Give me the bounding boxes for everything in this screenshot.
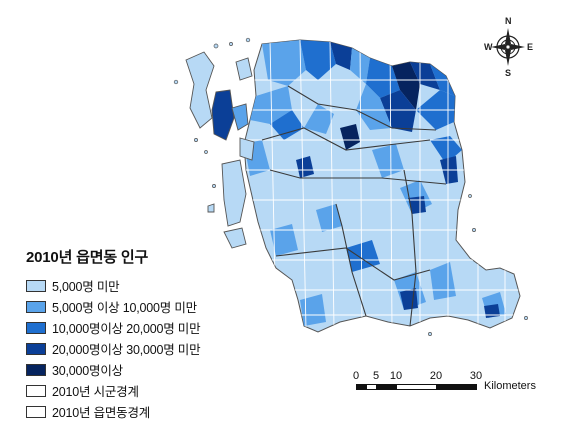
compass-east-label: E xyxy=(527,42,534,52)
island xyxy=(207,203,215,213)
legend-label: 30,000명이상 xyxy=(52,364,123,378)
legend-item: 5,000명 이상 10,000명 미만 xyxy=(26,296,200,317)
scale-segment xyxy=(376,384,397,390)
district-area xyxy=(296,156,314,178)
district-area xyxy=(392,62,420,110)
scale-tick-label: 5 xyxy=(372,370,380,382)
legend-swatch xyxy=(26,405,46,418)
compass-south-label: S xyxy=(505,68,512,78)
compass-icon xyxy=(491,28,525,66)
legend-swatch xyxy=(26,300,46,313)
legend-swatch xyxy=(26,321,46,334)
district-area xyxy=(380,90,416,132)
district-area xyxy=(300,40,336,80)
scale-bar: 0 5 10 20 30 Kilometers xyxy=(352,370,542,396)
island xyxy=(185,51,215,129)
district-area xyxy=(356,84,392,130)
legend-label: 2010년 시군경계 xyxy=(52,385,139,399)
legend-swatch xyxy=(26,342,46,355)
district-area xyxy=(410,62,440,90)
district-area xyxy=(270,110,304,140)
scale-segment xyxy=(436,384,477,390)
district-area xyxy=(262,40,306,86)
scale-unit-label: Kilometers xyxy=(484,380,536,392)
legend-item: 2010년 읍면동경계 xyxy=(26,401,200,422)
district-area xyxy=(366,58,400,98)
legend-label: 20,000명이상 30,000명 미만 xyxy=(52,343,201,357)
legend-swatch xyxy=(26,384,46,397)
legend-label: 5,000명 이상 10,000명 미만 xyxy=(52,301,197,315)
legend-item: 30,000명이상 xyxy=(26,359,200,380)
map-legend: 2010년 읍면동 인구 5,000명 미만 5,000명 이상 10,000명… xyxy=(26,246,201,422)
legend-label: 5,000명 미만 xyxy=(52,280,120,294)
island xyxy=(235,57,253,81)
scale-tick-label: 0 xyxy=(352,370,360,382)
district-area xyxy=(372,144,404,178)
island xyxy=(221,159,247,227)
district-area xyxy=(430,262,456,300)
district-area xyxy=(408,196,426,214)
legend-item: 10,000명이상 20,000명 미만 xyxy=(26,317,201,338)
district-area xyxy=(316,204,342,232)
scale-tick-label: 20 xyxy=(429,370,443,382)
island xyxy=(239,137,255,161)
district-area xyxy=(270,224,298,256)
scale-tick-label: 10 xyxy=(389,370,403,382)
scale-tick-label: 30 xyxy=(469,370,483,382)
legend-swatch xyxy=(26,363,46,376)
legend-title: 2010년 읍면동 인구 xyxy=(26,249,149,266)
legend-label: 2010년 읍면동경계 xyxy=(52,406,151,420)
island xyxy=(223,227,247,249)
compass-north-label: N xyxy=(505,16,512,26)
legend-item: 2010년 시군경계 xyxy=(26,380,200,401)
district-area xyxy=(300,294,326,326)
sigun-boundaries xyxy=(261,85,447,327)
legend-item: 20,000명이상 30,000명 미만 xyxy=(26,338,201,359)
island xyxy=(211,89,235,141)
legend-item: 5,000명 미만 xyxy=(26,275,200,296)
district-area xyxy=(484,304,500,318)
district-area xyxy=(304,104,334,134)
compass-rose: N S W E xyxy=(484,16,534,78)
compass-west-label: W xyxy=(484,42,493,52)
district-area xyxy=(330,42,352,70)
island xyxy=(231,103,249,131)
district-area xyxy=(340,124,360,150)
scale-segment xyxy=(396,384,437,390)
legend-label: 10,000명이상 20,000명 미만 xyxy=(52,322,201,336)
west-islands xyxy=(185,51,255,249)
small-islands xyxy=(173,37,528,336)
legend-swatch xyxy=(26,279,46,292)
district-area xyxy=(346,240,380,272)
